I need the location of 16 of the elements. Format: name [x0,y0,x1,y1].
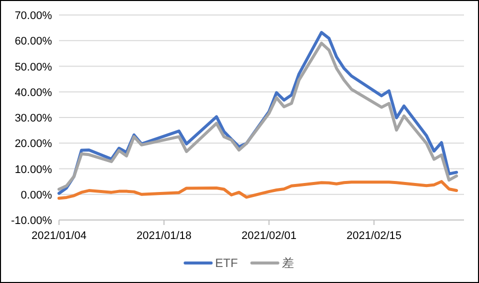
y-tick-label: 30.00% [14,112,52,124]
y-tick-label: 60.00% [14,36,52,48]
x-tick-label: 2021/01/04 [31,230,87,242]
y-tick-label: 20.00% [14,138,52,150]
x-tick-label: 2021/01/18 [136,230,192,242]
legend-label: ETF [215,256,238,270]
y-tick-label: 50.00% [14,61,52,74]
x-tick-label: 2021/02/01 [241,230,297,242]
x-tick-label: 2021/02/15 [346,230,402,242]
legend-label: 差 [282,256,294,270]
y-tick-label: 40.00% [14,86,52,99]
y-tick-label: 10.00% [14,164,52,176]
y-tick-label: 70.00% [14,10,52,22]
y-tick-label: 0.00% [20,189,52,202]
line-series [58,180,458,200]
y-tick-label: -10.00% [11,215,52,227]
